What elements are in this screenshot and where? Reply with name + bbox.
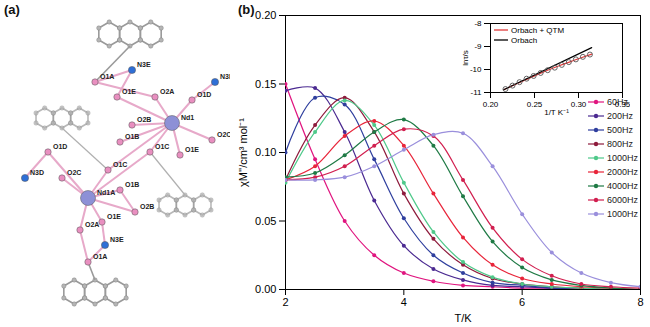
svg-text:O1B: O1B (125, 133, 139, 140)
svg-text:0.20: 0.20 (483, 100, 499, 109)
svg-text:0.00: 0.00 (255, 283, 276, 295)
svg-text:Nd1: Nd1 (181, 114, 194, 121)
svg-text:Nd1A: Nd1A (97, 189, 115, 196)
svg-text:O1C: O1C (155, 143, 169, 150)
svg-text:lnτ/s: lnτ/s (461, 50, 470, 66)
svg-text:O1E: O1E (107, 213, 121, 220)
svg-text:-10: -10 (470, 65, 482, 74)
svg-text:6: 6 (519, 296, 525, 308)
svg-text:8: 8 (637, 296, 643, 308)
svg-text:0.10: 0.10 (255, 146, 276, 158)
svg-text:O1B: O1B (125, 181, 139, 188)
svg-text:O1E: O1E (122, 88, 136, 95)
svg-text:0.30: 0.30 (571, 100, 587, 109)
svg-text:0.05: 0.05 (255, 215, 276, 227)
svg-text:O2A: O2A (85, 221, 99, 228)
svg-text:N3D: N3D (220, 73, 230, 80)
svg-text:-9: -9 (474, 42, 482, 51)
svg-text:χM''/cm³ mol⁻¹: χM''/cm³ mol⁻¹ (237, 118, 249, 187)
svg-text:O2C: O2C (67, 169, 81, 176)
svg-text:-11: -11 (471, 88, 483, 97)
svg-text:O1D: O1D (197, 91, 211, 98)
svg-text:O1C: O1C (113, 161, 127, 168)
svg-text:-8: -8 (474, 19, 482, 28)
svg-text:T/K: T/K (454, 312, 472, 324)
svg-text:1/T K⁻¹: 1/T K⁻¹ (544, 108, 569, 117)
svg-text:O1A: O1A (100, 73, 114, 80)
svg-text:N3E: N3E (137, 61, 151, 68)
svg-text:O2B: O2B (140, 203, 154, 210)
svg-text:0.20: 0.20 (255, 9, 276, 21)
svg-text:0.25: 0.25 (527, 100, 543, 109)
svg-text:O1D: O1D (53, 143, 67, 150)
svg-text:N3D: N3D (30, 169, 44, 176)
svg-text:2: 2 (282, 296, 288, 308)
svg-text:O1A: O1A (93, 253, 107, 260)
svg-text:0.15: 0.15 (255, 78, 276, 90)
svg-text:O2C: O2C (217, 131, 230, 138)
svg-text:0.35: 0.35 (615, 100, 630, 109)
svg-text:N3E: N3E (110, 236, 124, 243)
svg-text:4: 4 (401, 296, 407, 308)
svg-text:O2A: O2A (160, 88, 174, 95)
svg-text:O1E: O1E (185, 146, 199, 153)
svg-text:O2B: O2B (137, 116, 151, 123)
